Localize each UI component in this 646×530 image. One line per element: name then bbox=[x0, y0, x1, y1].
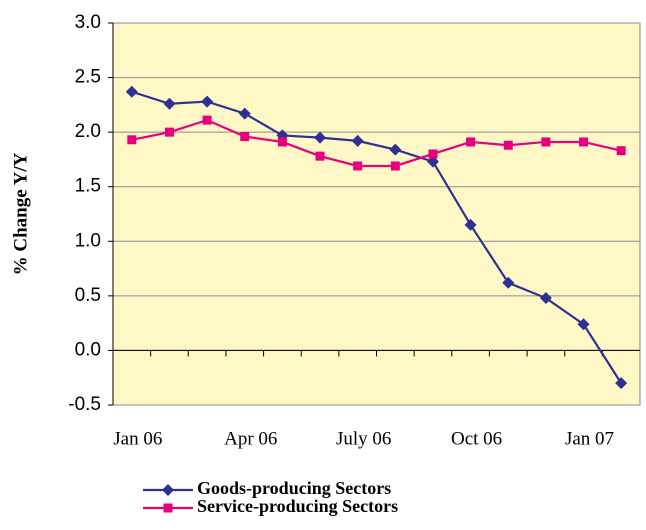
marker bbox=[539, 292, 552, 305]
marker bbox=[202, 115, 212, 125]
marker bbox=[201, 95, 214, 108]
marker bbox=[162, 484, 174, 496]
marker bbox=[125, 85, 138, 98]
marker bbox=[389, 143, 402, 156]
x-tick-label: July 06 bbox=[336, 428, 391, 449]
y-tick-label: 2.0 bbox=[75, 121, 101, 142]
marker bbox=[163, 503, 173, 513]
y-tick-label: 3.0 bbox=[75, 12, 101, 33]
y-axis-title: % Change Y/Y bbox=[10, 152, 31, 275]
marker bbox=[577, 318, 590, 331]
marker bbox=[615, 377, 628, 390]
marker bbox=[503, 140, 513, 150]
legend-label: Service-producing Sectors bbox=[197, 496, 398, 516]
y-tick-label: 0.0 bbox=[75, 339, 101, 360]
marker bbox=[541, 137, 551, 147]
marker bbox=[164, 127, 174, 137]
series-line bbox=[131, 90, 623, 384]
y-tick-label: 1.5 bbox=[75, 176, 101, 197]
marker bbox=[315, 151, 325, 161]
marker bbox=[277, 137, 287, 147]
marker bbox=[351, 134, 364, 147]
x-tick-label: Apr 06 bbox=[224, 428, 277, 449]
marker bbox=[616, 146, 626, 156]
marker bbox=[464, 218, 477, 231]
marker bbox=[163, 97, 176, 110]
marker bbox=[428, 149, 438, 159]
y-tick-label: 0.5 bbox=[75, 285, 101, 306]
marker bbox=[127, 135, 137, 145]
y-tick-label: -0.5 bbox=[68, 394, 101, 415]
marker bbox=[466, 137, 476, 147]
marker bbox=[238, 107, 251, 120]
y-tick-label: 2.5 bbox=[75, 67, 101, 88]
x-tick-label: Jan 07 bbox=[565, 428, 614, 449]
legend-label: Goods-producing Sectors bbox=[197, 478, 391, 498]
y-tick-label: 1.0 bbox=[75, 230, 101, 251]
x-tick-label: Oct 06 bbox=[451, 428, 502, 449]
series-line bbox=[131, 118, 622, 168]
marker bbox=[502, 276, 515, 289]
marker bbox=[353, 161, 363, 171]
marker bbox=[314, 131, 327, 144]
marker bbox=[240, 132, 250, 142]
marker bbox=[579, 137, 589, 147]
x-tick-label: Jan 06 bbox=[113, 428, 162, 449]
marker bbox=[426, 155, 439, 168]
plot-area bbox=[112, 22, 641, 406]
marker bbox=[390, 161, 400, 171]
